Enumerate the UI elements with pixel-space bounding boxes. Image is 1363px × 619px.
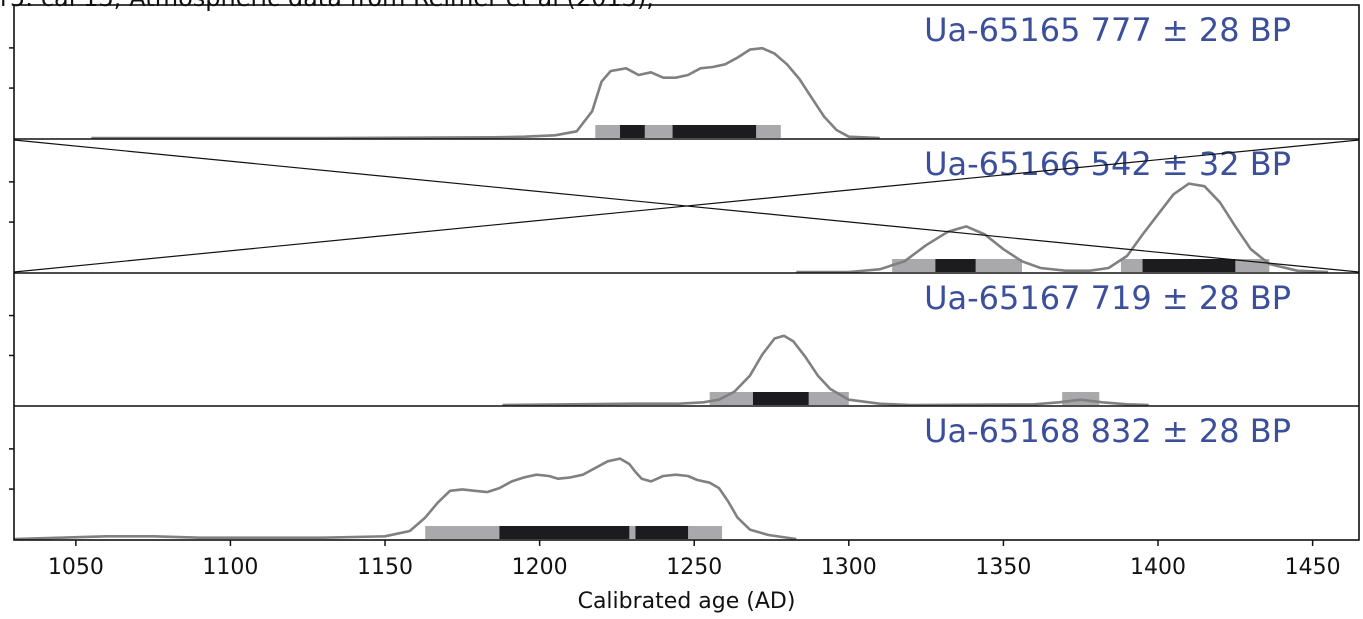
range-68-bar	[620, 125, 645, 138]
sample-label: Ua-65167 719 ± 28 BP	[924, 279, 1291, 317]
x-tick-label: 1250	[666, 555, 722, 580]
sample-label: Ua-65168 832 ± 28 BP	[924, 412, 1291, 450]
cross-out-line	[13, 139, 1360, 273]
probability-curve	[502, 334, 1149, 407]
x-tick-label: 1450	[1285, 555, 1341, 580]
x-axis-label: Calibrated age (AD)	[578, 589, 796, 614]
top-caption: r5: cal 13; Atmospheric data from Reimer…	[0, 0, 654, 12]
range-68-bar	[499, 526, 630, 539]
x-tick-label: 1300	[821, 555, 877, 580]
range-68-bar	[935, 259, 976, 272]
range-68-bar	[672, 125, 757, 138]
x-tick-label: 1350	[975, 555, 1031, 580]
probability-curve	[796, 182, 1329, 274]
range-68-bar	[1142, 259, 1236, 272]
x-tick-label: 1100	[202, 555, 258, 580]
plot-frame	[13, 4, 1360, 541]
probability-curve	[13, 457, 797, 541]
range-68-bar	[635, 526, 689, 539]
sample-label: Ua-65165 777 ± 28 BP	[924, 11, 1291, 49]
x-tick-label: 1050	[48, 555, 104, 580]
range-68-bar	[752, 392, 809, 405]
x-tick-label: 1150	[357, 555, 413, 580]
x-tick-label: 1400	[1130, 555, 1186, 580]
probability-curve	[91, 46, 880, 140]
x-tick-label: 1200	[512, 555, 568, 580]
